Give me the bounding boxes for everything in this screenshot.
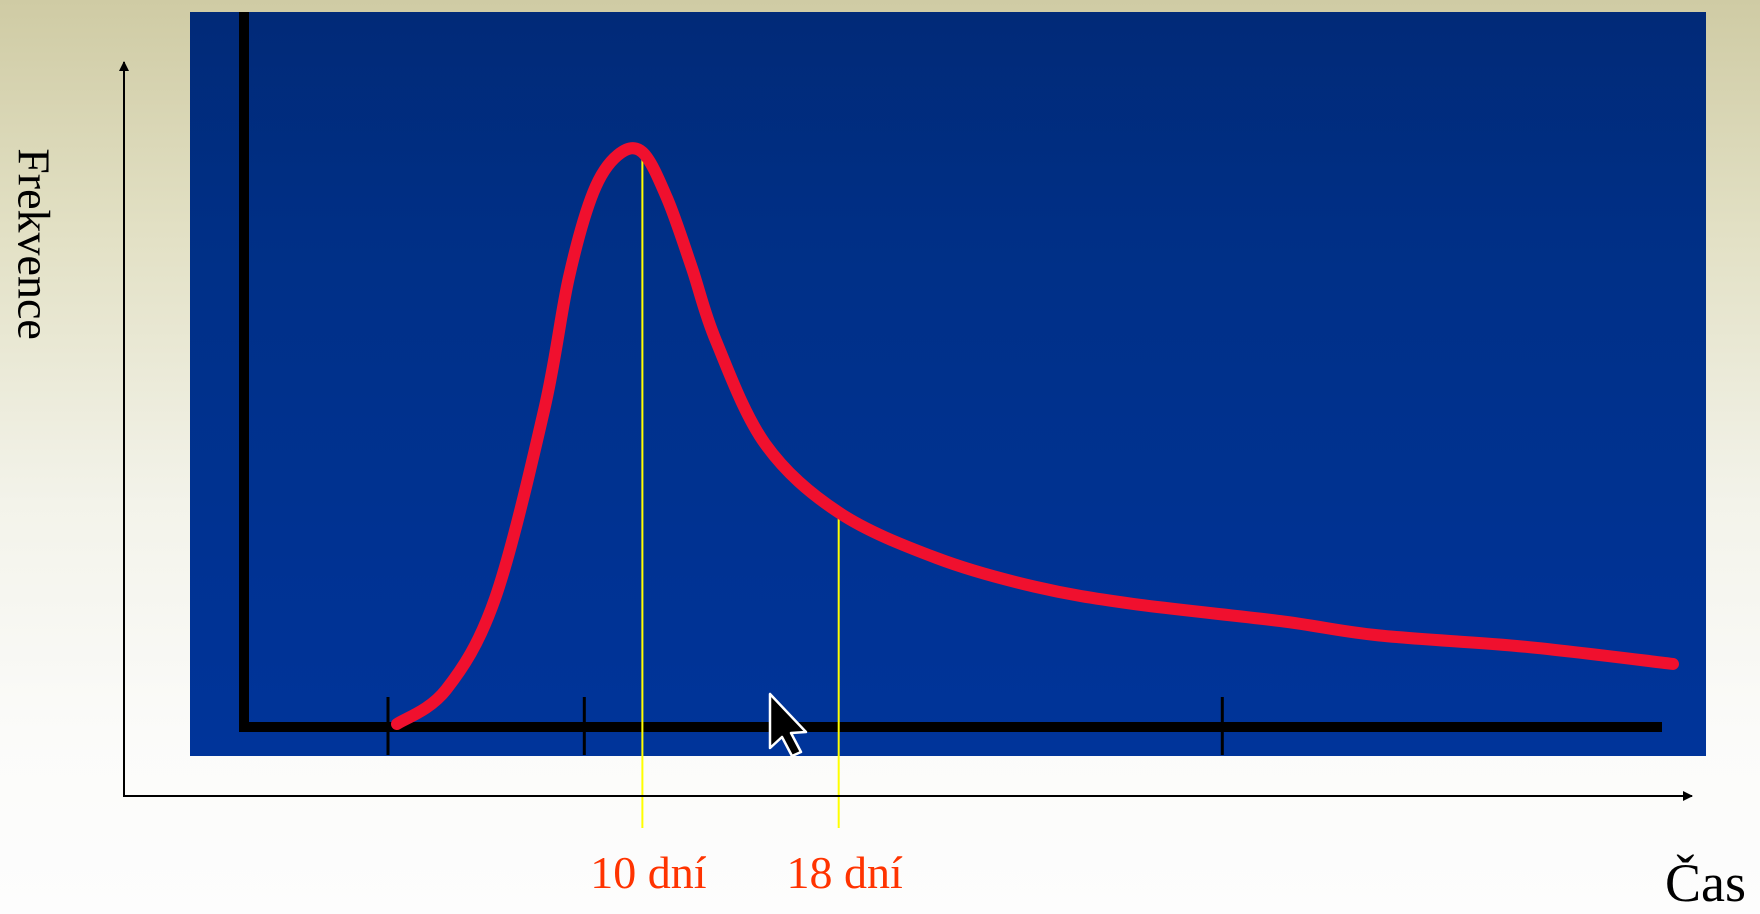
series [391, 142, 1679, 730]
series-line-0 [391, 142, 1679, 730]
plot-background [190, 12, 1706, 756]
markers [641, 152, 840, 828]
marker-label-1: 18 dní [787, 847, 904, 898]
x-axis-title: Čas [1665, 853, 1746, 913]
x-ticks [386, 697, 1224, 755]
y-axis-title: Frekvence [9, 148, 60, 340]
marker-label-0: 10 dní [590, 847, 707, 898]
mouse-pointer-icon [768, 692, 808, 758]
